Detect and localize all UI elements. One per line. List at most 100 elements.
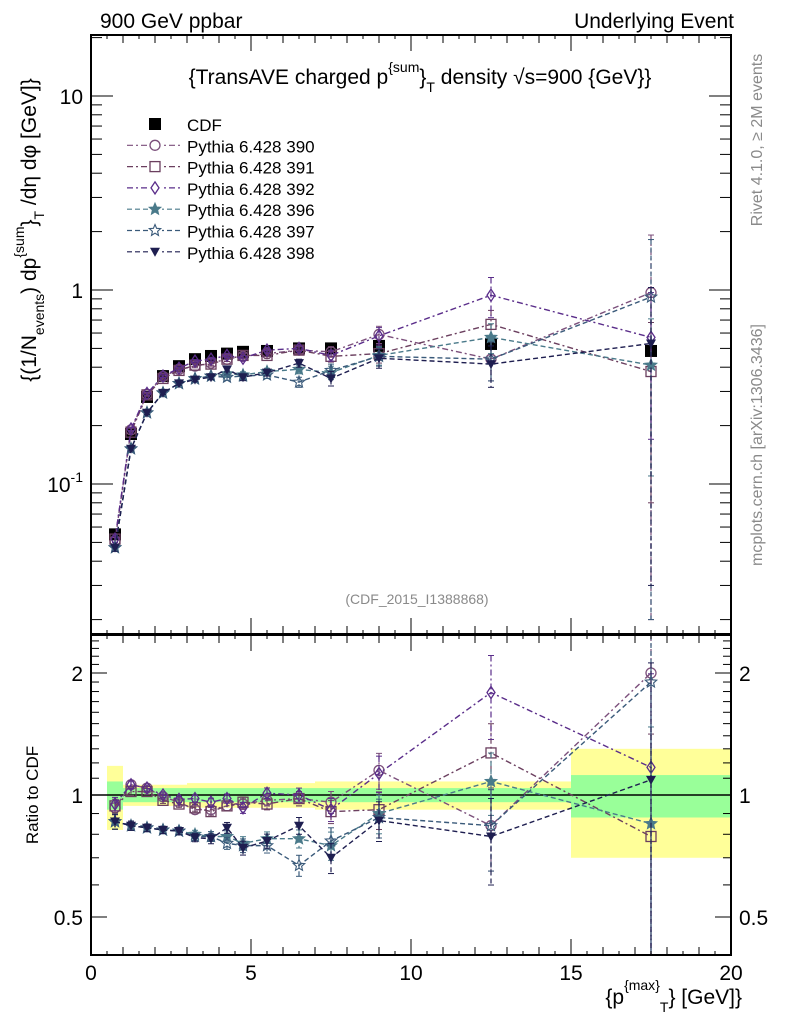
legend-marker [149,160,161,173]
ratio-data-point [238,800,248,815]
mc-data-point [486,360,496,370]
ylabel-c: ) dp [18,258,41,294]
mc-data-point [326,374,336,384]
x-tick-label: 15 [559,962,582,985]
ratio-y-tick-label-right: 2 [739,663,751,686]
x-tick-label: 0 [85,962,97,985]
title-sub: T [426,79,435,95]
xlabel-sub: T [660,999,669,1015]
ratio-series-group [107,634,659,956]
header-left: 900 GeV ppbar [100,10,242,33]
axes-group: 0 5 10 15 20 10 1 10-1 2 2 1 1 0.5 0.5 [47,34,768,985]
ratio-data-point [262,837,272,847]
mc-data-point [110,543,120,553]
ratio-data-point [326,802,336,817]
mc-data-point [126,444,136,454]
series-line-390 [114,291,652,541]
ratio-data-point [142,780,152,796]
x-tick-label: 10 [399,962,422,985]
ratio-y-tick-label-right: 0.5 [739,907,768,930]
ratio-data-point [221,800,233,812]
ratio-data-point [190,791,200,806]
ratio-data-point [126,777,136,792]
title-sup: {sum [388,59,419,75]
series-line-396 [114,336,652,548]
ratio-data-point [294,787,304,803]
mc-data-point [291,374,307,389]
mc-data-point [326,348,336,363]
mc-data-point [126,421,136,437]
y-tick-label: 1 [71,280,83,303]
mc-data-point [190,353,200,369]
x-tick-label: 20 [719,962,742,985]
legend-label: Pythia 6.428 397 [187,223,315,242]
mc-data-point [294,341,304,356]
mc-data-point [646,339,656,349]
mc-data-point [485,318,497,331]
legend-marker [150,180,160,196]
ratio-data-point [643,674,659,689]
main-ylabel: {(1/Nevents) dp{sum}T /dη dφ [GeV]} [11,78,47,382]
mc-data-point [158,368,168,384]
mc-data-point [206,373,216,383]
legend-label: Pythia 6.428 391 [187,159,315,178]
legend-label: Pythia 6.428 398 [187,244,315,263]
mc-data-point [262,342,272,358]
ratio-data-point [174,827,184,837]
ratio-data-point [374,816,384,826]
ratio-data-point [238,843,248,853]
mc-data-point [238,351,248,366]
ratio-data-point [222,823,232,833]
ratio-data-point [110,817,120,827]
ratio-data-point [158,787,168,803]
ratio-y-tick-label: 1 [71,785,83,808]
ylabel-f: T [31,211,47,220]
ratio-data-point [190,833,200,843]
main-series-group [107,234,659,621]
mc-data-point [206,351,216,367]
legend-marker [150,247,160,257]
legend-label: Pythia 6.428 396 [187,201,315,220]
ratio-data-point [294,821,304,831]
xlabel: {p{max}T} [GeV]} [605,977,742,1015]
title-sup-close: } [419,66,426,89]
ratio-data-point [206,795,216,810]
x-tick-label: 5 [245,962,257,985]
header-right: Underlying Event [574,10,734,33]
mc-data-point [190,375,200,385]
ratio-data-point [206,834,216,844]
legend-marker-cdf [149,118,161,130]
mc-data-point [222,365,232,375]
ratio-data-point [374,766,384,781]
mc-data-point [142,386,152,401]
y-tick-label: 10 [60,86,83,109]
xlabel-post: } [GeV]} [668,986,742,1009]
legend-label: Pythia 6.428 392 [187,180,315,199]
analysis-annotation: (CDF_2015_I1388868) [345,591,488,607]
ratio-data-point [646,775,656,785]
ylabel-d: {sum [11,227,27,258]
mc-data-point [291,361,307,376]
ratio-data-point [483,818,499,832]
mc-data-point [374,354,384,364]
mc-data-point [294,359,304,369]
legend-marker-bg [148,180,162,195]
legend-label-cdf: CDF [187,116,222,135]
ratio-y-tick-label-right: 1 [739,785,751,808]
y-tick-label: 10-1 [47,469,83,497]
mc-data-point [174,361,184,376]
ratio-data-point [174,792,184,807]
ratio-data-point [483,774,499,788]
mc-data-point [238,373,248,383]
title-post: density √s=900 {GeV}} [435,66,651,89]
ratio-data-point [326,853,336,863]
ratio-data-point [110,796,120,812]
mc-data-point [157,372,169,385]
ratio-data-point [142,823,152,833]
xlabel-a: {p [605,986,624,1009]
mc-data-point [142,408,152,418]
mc-data-point [374,328,384,344]
mc-data-point [158,388,168,398]
mc-data-point [483,329,499,344]
